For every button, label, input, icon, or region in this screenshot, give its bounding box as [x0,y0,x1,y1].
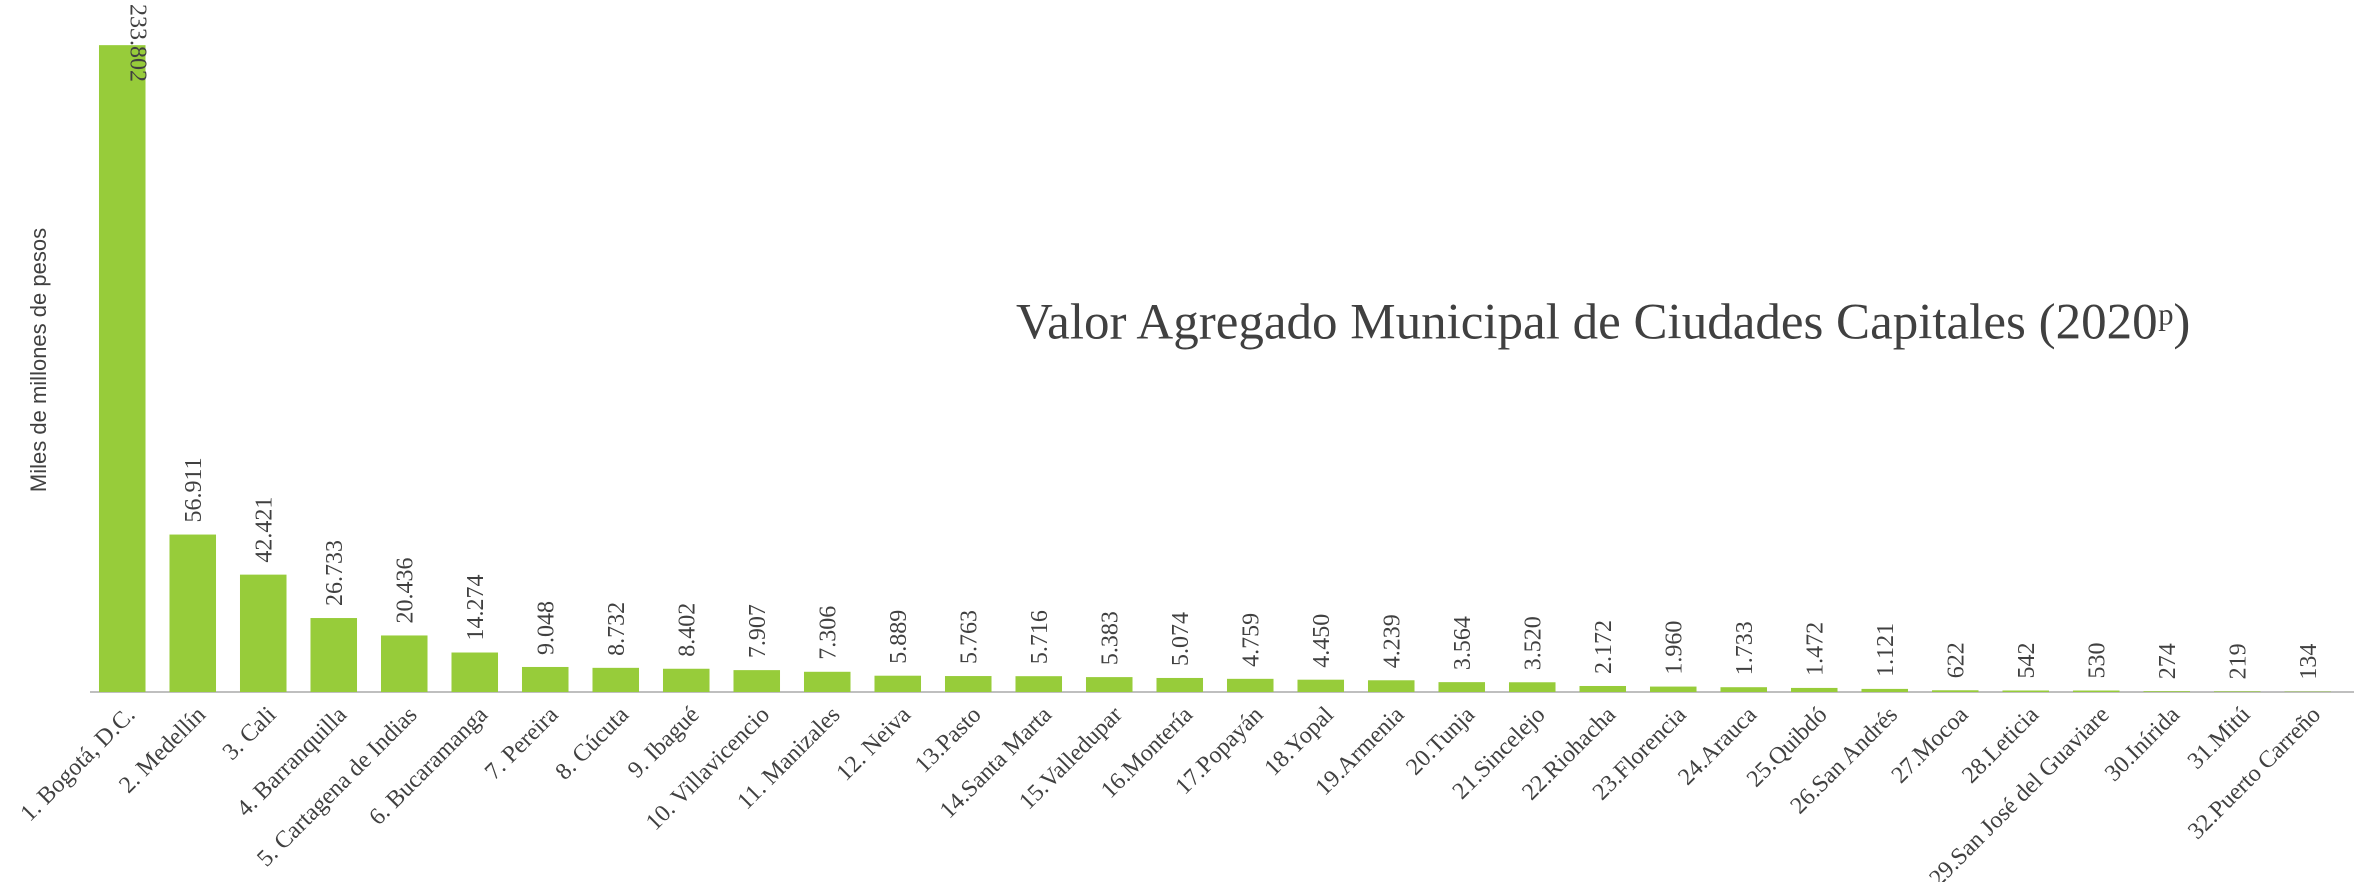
bar [733,670,781,692]
data-label: 219 [2225,643,2251,679]
data-label: 3.520 [1520,616,1546,670]
bar [310,618,358,692]
data-label: 3.564 [1450,616,1476,670]
bar [1226,678,1274,692]
data-label: 622 [1943,642,1969,678]
bar [1649,686,1697,692]
bar [380,635,428,692]
data-label: 5.889 [886,610,912,664]
bar [521,666,569,692]
bar [1297,679,1345,692]
bar [1015,676,1063,692]
bar [2072,690,2120,692]
data-label: 8.402 [674,603,700,657]
data-label: 530 [2084,643,2110,679]
data-label: 4.759 [1238,613,1264,667]
data-label: 5.074 [1168,612,1194,666]
bar [169,534,217,692]
x-tick-label: 1. Bogotá, D.C. [16,702,141,827]
data-label: 7.306 [815,606,841,660]
data-label: 134 [2296,644,2322,680]
data-label: 1.121 [1873,623,1899,677]
x-tick-label: 32.Puerto Carreño [2183,702,2326,845]
bar [1579,685,1627,692]
bar [1861,688,1909,692]
bar [2143,691,2191,692]
data-label: 1.472 [1802,622,1828,676]
bar [2213,691,2261,692]
x-tick-label: 10. Villavicencio [641,702,775,836]
x-tick-label: 3. Cali [218,702,282,766]
bar [662,668,710,692]
data-label: 42.421 [251,497,277,563]
bar [239,574,287,692]
bar [1790,687,1838,692]
x-tick-label: 12. Neiva [832,702,917,787]
bar [1156,677,1204,692]
data-label: 9.048 [533,601,559,655]
y-axis-label: Miles de millones de pesos [26,228,51,492]
data-label: 4.450 [1309,614,1335,668]
bar [944,676,992,692]
data-label: 542 [2014,643,2040,679]
data-label: 20.436 [392,557,418,623]
bar [1367,680,1415,692]
data-label: 1.733 [1732,621,1758,675]
data-label: 233.802 [124,4,150,82]
data-label: 274 [2155,643,2181,679]
chart-title: Valor Agregado Municipal de Ciudades Cap… [1016,295,2190,351]
data-label: 5.716 [1027,610,1053,664]
x-tick-label: 7. Pereira [480,702,564,786]
data-label: 2.172 [1591,620,1617,674]
bar [451,652,499,692]
data-label: 1.960 [1661,621,1687,675]
bar [1720,687,1768,692]
data-label: 5.763 [956,610,982,664]
bar [803,671,851,692]
bar [1931,690,1979,692]
data-label: 4.239 [1379,614,1405,668]
x-tick-label: 8. Cúcuta [551,702,635,786]
bar [592,667,640,692]
bar [1085,677,1133,692]
bar [1508,682,1556,692]
data-label: 56.911 [181,457,207,522]
bar [874,675,922,692]
data-label: 14.274 [463,575,489,641]
data-label: 26.733 [322,540,348,606]
bar [98,45,146,692]
bar [2002,690,2050,692]
data-label: 8.732 [604,602,630,656]
x-tick-label: 30.Inírida [2100,702,2185,787]
x-tick-label: 27.Mocoa [1887,702,1974,789]
data-label: 7.907 [745,604,771,658]
data-label: 5.383 [1097,611,1123,665]
bar [1438,682,1486,692]
